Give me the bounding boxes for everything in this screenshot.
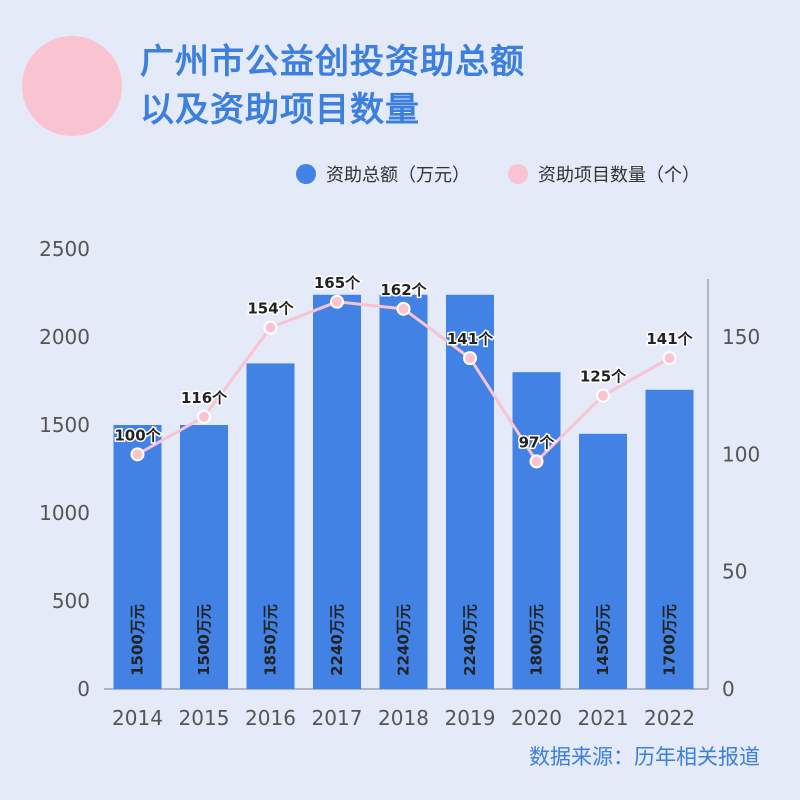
- x-tick-label: 2017: [312, 706, 363, 730]
- y-right-tick-label: 100: [722, 442, 760, 466]
- count-point-label: 125个: [580, 368, 627, 386]
- x-tick-label: 2018: [378, 706, 429, 730]
- legend-item-count: 资助项目数量（个）: [508, 161, 700, 187]
- bar: [379, 294, 428, 689]
- count-point: [529, 454, 544, 469]
- y-right-tick-label: 150: [722, 325, 760, 349]
- y-left-tick-label: 2500: [39, 237, 90, 261]
- bar: [113, 425, 162, 689]
- legend-dot-pink: [508, 164, 528, 184]
- count-point: [396, 301, 411, 316]
- bar: [180, 425, 228, 689]
- bar-value-label: 1450万元: [594, 604, 612, 676]
- count-point: [197, 409, 211, 424]
- x-tick-label: 2020: [511, 706, 562, 730]
- source-note: 数据来源：历年相关报道: [529, 745, 760, 769]
- count-point: [662, 351, 677, 366]
- y-left-tick-label: 2000: [39, 325, 90, 349]
- legend-label-amount: 资助总额（万元）: [326, 165, 470, 186]
- x-tick-label: 2022: [644, 706, 695, 730]
- bar-value-label: 2240万元: [395, 604, 413, 676]
- page-title: 广州市公益创投资助总额 以及资助项目数量: [140, 38, 525, 134]
- bar-value-label: 2240万元: [328, 604, 346, 676]
- count-point: [330, 294, 344, 309]
- y-right-tick-label: 0: [722, 677, 735, 701]
- count-point-label: 97个: [519, 433, 556, 451]
- bar: [645, 389, 694, 689]
- x-tick-label: 2021: [578, 706, 629, 730]
- bar-value-label: 1800万元: [528, 604, 546, 676]
- legend-label-count: 资助项目数量（个）: [538, 165, 700, 186]
- count-point-label: 141个: [447, 330, 494, 348]
- bar-value-label: 1500万元: [129, 604, 147, 676]
- count-point-label: 154个: [247, 300, 294, 318]
- count-point-label: 141个: [646, 330, 693, 348]
- count-point-label: 162个: [380, 281, 427, 299]
- count-point-label: 165个: [314, 274, 361, 292]
- y-left-tick-label: 500: [52, 589, 90, 613]
- bar: [579, 433, 627, 689]
- bar: [512, 372, 561, 689]
- x-tick-label: 2019: [445, 706, 496, 730]
- legend: 资助总额（万元） 资助项目数量（个）: [296, 161, 700, 187]
- bar-value-label: 1850万元: [262, 604, 280, 676]
- legend-dot-blue: [296, 164, 316, 184]
- bar-value-label: 1500万元: [195, 604, 213, 676]
- decorative-circle: [22, 36, 122, 136]
- bar: [313, 294, 361, 689]
- y-left-tick-label: 0: [77, 677, 90, 701]
- x-tick-label: 2014: [112, 706, 163, 730]
- title-line-2: 以及资助项目数量: [140, 90, 420, 130]
- legend-item-amount: 资助总额（万元）: [296, 161, 470, 187]
- title-line-1: 广州市公益创投资助总额: [140, 42, 525, 82]
- count-point: [263, 320, 278, 335]
- x-tick-label: 2016: [245, 706, 296, 730]
- bar: [246, 363, 295, 689]
- bar-value-label: 2240万元: [461, 604, 479, 676]
- y-right-tick-label: 50: [722, 560, 747, 584]
- y-left-tick-label: 1500: [39, 413, 90, 437]
- count-point: [596, 388, 610, 403]
- y-left-tick-label: 1000: [39, 501, 90, 525]
- count-point-label: 116个: [181, 389, 228, 407]
- x-tick-label: 2015: [179, 706, 230, 730]
- count-point-label: 100个: [114, 426, 161, 444]
- count-point: [463, 351, 477, 366]
- count-point: [130, 447, 145, 462]
- bar-value-label: 1700万元: [661, 604, 679, 676]
